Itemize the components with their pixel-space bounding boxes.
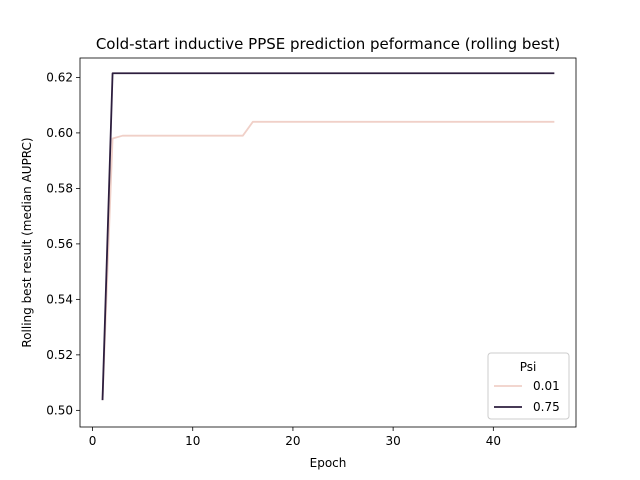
x-axis: 0 10 20 30 40 bbox=[89, 427, 501, 448]
y-axis-label: Rolling best result (median AUPRC) bbox=[20, 137, 34, 347]
y-tick-label: 0.54 bbox=[46, 292, 73, 306]
series-line-0.01 bbox=[101, 120, 555, 401]
legend-label-0.75: 0.75 bbox=[533, 400, 560, 414]
series-layer bbox=[101, 72, 555, 401]
y-tick-label: 0.56 bbox=[46, 237, 73, 251]
series-line-0.75 bbox=[101, 72, 555, 401]
x-tick-label: 10 bbox=[185, 434, 200, 448]
y-tick-label: 0.62 bbox=[46, 70, 73, 84]
legend-title: Psi bbox=[520, 360, 537, 374]
y-tick-label: 0.50 bbox=[46, 403, 73, 417]
y-axis: 0.50 0.52 0.54 0.56 0.58 0.60 0.62 bbox=[46, 70, 80, 417]
legend: Psi 0.01 0.75 bbox=[487, 352, 570, 420]
x-tick-label: 0 bbox=[89, 434, 97, 448]
x-tick-label: 30 bbox=[385, 434, 400, 448]
legend-box bbox=[487, 352, 570, 420]
legend-label-0.01: 0.01 bbox=[533, 379, 560, 393]
chart-title: Cold-start inductive PPSE prediction pef… bbox=[96, 35, 560, 53]
y-tick-label: 0.58 bbox=[46, 181, 73, 195]
y-tick-label: 0.60 bbox=[46, 126, 73, 140]
x-tick-label: 40 bbox=[486, 434, 501, 448]
x-axis-label: Epoch bbox=[310, 456, 347, 470]
y-tick-label: 0.52 bbox=[46, 348, 73, 362]
x-tick-label: 20 bbox=[285, 434, 300, 448]
plot-frame bbox=[79, 57, 577, 428]
